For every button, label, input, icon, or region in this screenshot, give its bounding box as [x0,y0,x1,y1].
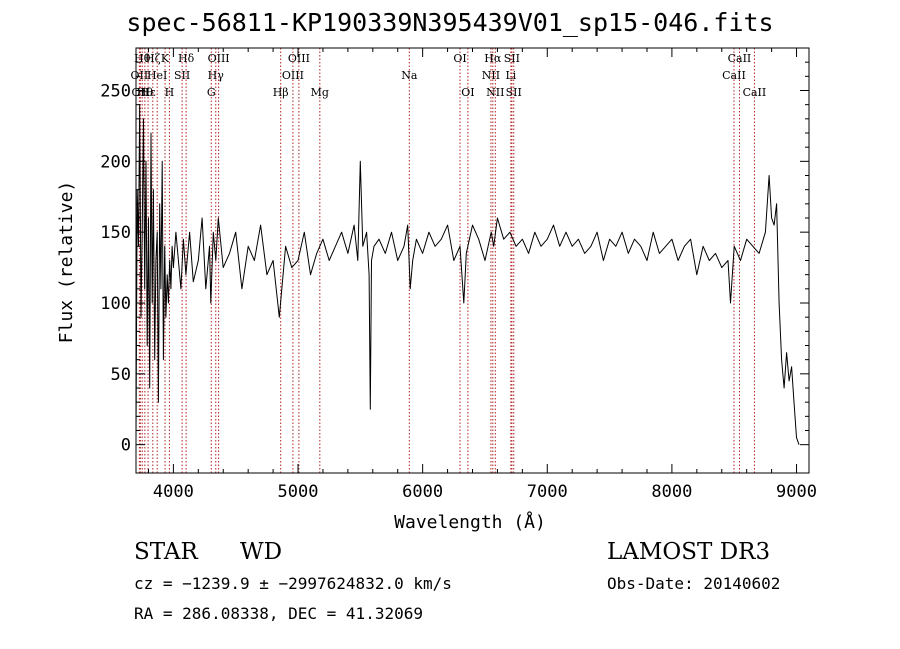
spectral-line-label: H [165,86,175,99]
observation-date: Obs-Date: 20140602 [607,574,781,593]
chart-title: spec-56811-KP190339N395439V01_sp15-046.f… [126,8,774,37]
y-tick-label: 0 [121,436,131,456]
spectral-line-label: Hε [140,86,156,99]
spectral-line-label: Na [401,69,418,82]
spectral-line-label: SII [174,69,190,82]
spectral-line-label: SII [504,52,520,65]
spectral-line-label: Hθ [137,86,154,99]
spectral-line-label: Hβ [273,86,289,99]
spectral-line-label: G [207,86,216,99]
spectrum-series-line [135,104,800,445]
x-tick-label: 9000 [776,482,817,502]
spectral-line-label: Hδ [178,52,195,65]
y-tick-label: 150 [100,223,131,243]
spectral-line-label: OI [461,86,474,99]
spectral-line-label: K [161,52,170,65]
spectral-line-label: OI [453,52,466,65]
coordinates-readout: RA = 286.08338, DEC = 41.32069 [134,604,423,623]
spectral-line-label: Hα [484,52,502,65]
x-tick-label: 6000 [402,482,443,502]
spectral-line-label: CaII [722,69,746,82]
x-tick-label: 5000 [278,482,319,502]
x-tick-label: 8000 [651,482,692,502]
spectral-line-label: Hθ [134,52,151,65]
spectral-line-label: SII [506,86,522,99]
x-tick-label: 4000 [153,482,194,502]
spectral-line-label: NII [486,86,504,99]
object-subclass: WD [240,539,283,565]
spectral-line-label: Hζ [145,52,161,65]
survey-name: LAMOST DR3 [607,539,771,565]
spectral-line-label: CaII [743,86,767,99]
spectral-line-label: OII [131,69,149,82]
redshift-readout: cz = −1239.9 ± −2997624832.0 km/s [134,574,452,593]
y-tick-label: 200 [100,152,131,172]
y-axis-label: Flux (relative) [56,181,77,344]
object-class: STAR [134,539,198,565]
spectral-line-label: Mg [311,86,329,99]
spectral-line-label: OIII [288,52,310,65]
spectral-line-label: NII [482,69,500,82]
spectral-line-label: CaII [728,52,752,65]
spectral-line-label: HeI [147,69,167,82]
spectral-line-label: OIII [208,52,230,65]
y-tick-label: 100 [100,294,131,314]
y-tick-label: 250 [100,82,131,102]
x-tick-label: 7000 [527,482,568,502]
spectral-line-label: OIII [282,69,304,82]
x-axis-label: Wavelength (Å) [394,511,546,533]
spectral-line-label: OII [132,86,150,99]
plot-frame [135,47,810,474]
y-tick-label: 50 [111,365,131,385]
spectral-line-label: Hγ [208,69,225,82]
spectral-line-label: Li [505,69,516,82]
